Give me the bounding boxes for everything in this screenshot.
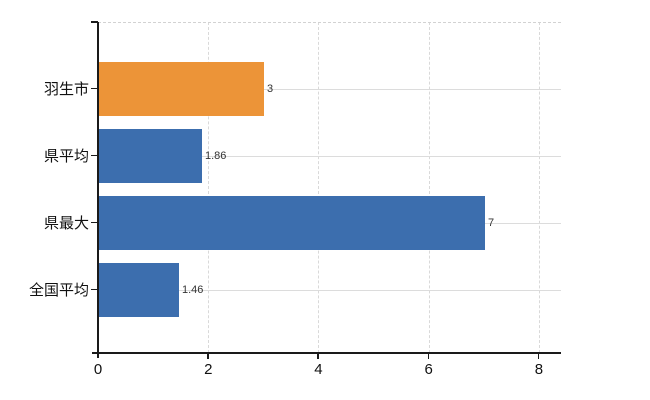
vertical-gridline: [538, 22, 540, 353]
x-axis-tick: [427, 354, 430, 359]
bar-県平均: [99, 128, 202, 183]
category-label: 羽生市: [43, 80, 89, 98]
bar-県最大: [99, 195, 485, 250]
category-label: 県最大: [43, 214, 89, 232]
x-axis-tick-label: 0: [93, 361, 103, 378]
y-axis-tick: [91, 288, 98, 290]
x-axis-tick: [317, 354, 319, 359]
category-label: 全国平均: [28, 281, 89, 299]
x-axis-tick-label: 8: [534, 361, 544, 378]
vertical-gridline: [428, 22, 430, 353]
bar-value-label: 1.46: [182, 283, 204, 296]
category-label: 県平均: [43, 147, 89, 165]
vertical-gridline: [208, 22, 210, 353]
bar-羽生市: [99, 61, 264, 116]
y-axis-line: [97, 22, 99, 358]
y-axis-tick: [91, 221, 98, 223]
y-axis-tick: [91, 87, 98, 89]
bar-value-label: 1.86: [205, 149, 227, 162]
x-axis-tick: [537, 354, 540, 359]
bar-value-label: 3: [267, 82, 274, 95]
horizontal-gridline: [98, 88, 561, 90]
y-axis-tick: [91, 154, 98, 156]
horizontal-gridline: [98, 155, 561, 157]
bar-全国平均: [99, 262, 179, 317]
x-axis-tick-label: 2: [204, 361, 213, 378]
plot-top-border: [98, 22, 561, 23]
x-axis-tick-label: 4: [314, 361, 323, 378]
x-axis-tick-label: 6: [424, 361, 433, 378]
bar-value-label: 7: [488, 216, 495, 229]
vertical-gridline: [318, 22, 320, 353]
y-axis-top-tick: [91, 21, 98, 23]
horizontal-gridline: [98, 289, 561, 291]
x-axis-tick: [207, 354, 209, 359]
x-axis-line: [92, 352, 561, 354]
